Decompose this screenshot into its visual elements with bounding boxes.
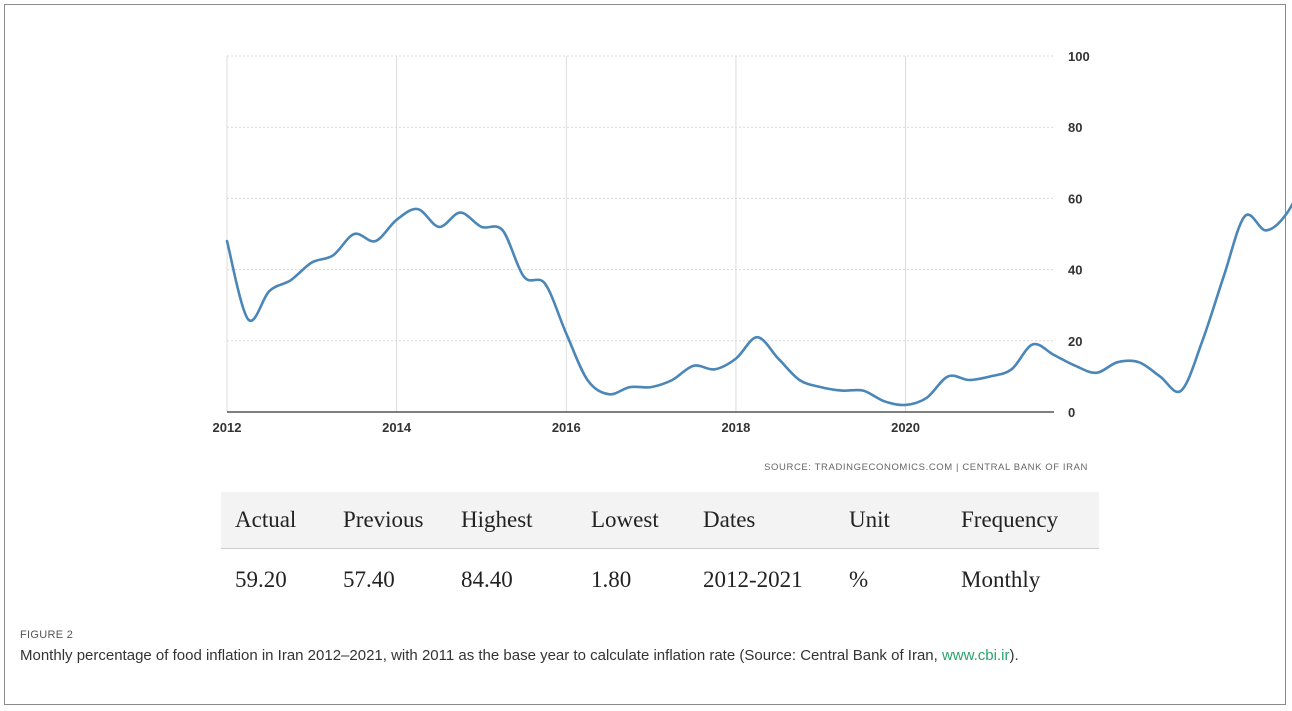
y-tick-label: 40 bbox=[1068, 263, 1082, 278]
figure-caption: Monthly percentage of food inflation in … bbox=[20, 645, 1250, 666]
x-tick-label: 2016 bbox=[552, 420, 581, 435]
header-lowest: Lowest bbox=[577, 492, 689, 549]
figure-label: FIGURE 2 bbox=[20, 629, 74, 641]
y-tick-label: 100 bbox=[1068, 49, 1090, 64]
source-note: SOURCE: TRADINGECONOMICS.COM | CENTRAL B… bbox=[764, 462, 1088, 473]
x-tick-label: 2012 bbox=[213, 420, 242, 435]
header-unit: Unit bbox=[835, 492, 947, 549]
figure-frame bbox=[4, 4, 1286, 705]
value-dates: 2012-2021 bbox=[703, 567, 803, 592]
header-previous: Previous bbox=[329, 492, 447, 549]
y-tick-label: 20 bbox=[1068, 334, 1082, 349]
header-highest: Highest bbox=[447, 492, 577, 549]
value-actual: 59.20 bbox=[235, 567, 287, 592]
header-frequency: Frequency bbox=[947, 492, 1099, 549]
x-tick-label: 2020 bbox=[891, 420, 920, 435]
stats-table: Actual Previous Highest Lowest Dates Uni… bbox=[221, 492, 1099, 611]
header-dates: Dates bbox=[689, 492, 835, 549]
x-axis-ticks: 2012 2014 2016 2018 2020 bbox=[213, 420, 920, 435]
value-highest: 84.40 bbox=[461, 567, 513, 592]
value-unit: % bbox=[849, 567, 869, 592]
grid bbox=[226, 55, 1054, 412]
value-lowest: 1.80 bbox=[591, 567, 632, 592]
table-header-row: Actual Previous Highest Lowest Dates Uni… bbox=[221, 492, 1099, 549]
caption-end: ). bbox=[1009, 647, 1019, 664]
x-tick-label: 2018 bbox=[721, 420, 750, 435]
value-previous: 57.40 bbox=[343, 567, 395, 592]
series-line-food-inflation bbox=[225, 202, 1292, 407]
y-tick-label: 80 bbox=[1068, 120, 1082, 135]
y-axis-ticks: 0 20 40 60 80 100 bbox=[1068, 49, 1090, 420]
y-tick-label: 0 bbox=[1068, 405, 1075, 420]
y-tick-label: 60 bbox=[1068, 191, 1082, 206]
header-actual: Actual bbox=[221, 492, 329, 549]
line-chart: 2012 2014 2016 2018 2020 0 20 40 60 80 100 SOURCE… bbox=[213, 49, 1292, 473]
value-frequency: Monthly bbox=[961, 567, 1041, 592]
caption-link[interactable]: www.cbi.ir bbox=[941, 647, 1010, 664]
x-tick-label: 2014 bbox=[382, 420, 412, 435]
table-row: 59.20 57.40 84.40 1.80 2012-2021 % Month… bbox=[221, 549, 1099, 612]
caption-text: Monthly percentage of food inflation in … bbox=[20, 647, 942, 664]
